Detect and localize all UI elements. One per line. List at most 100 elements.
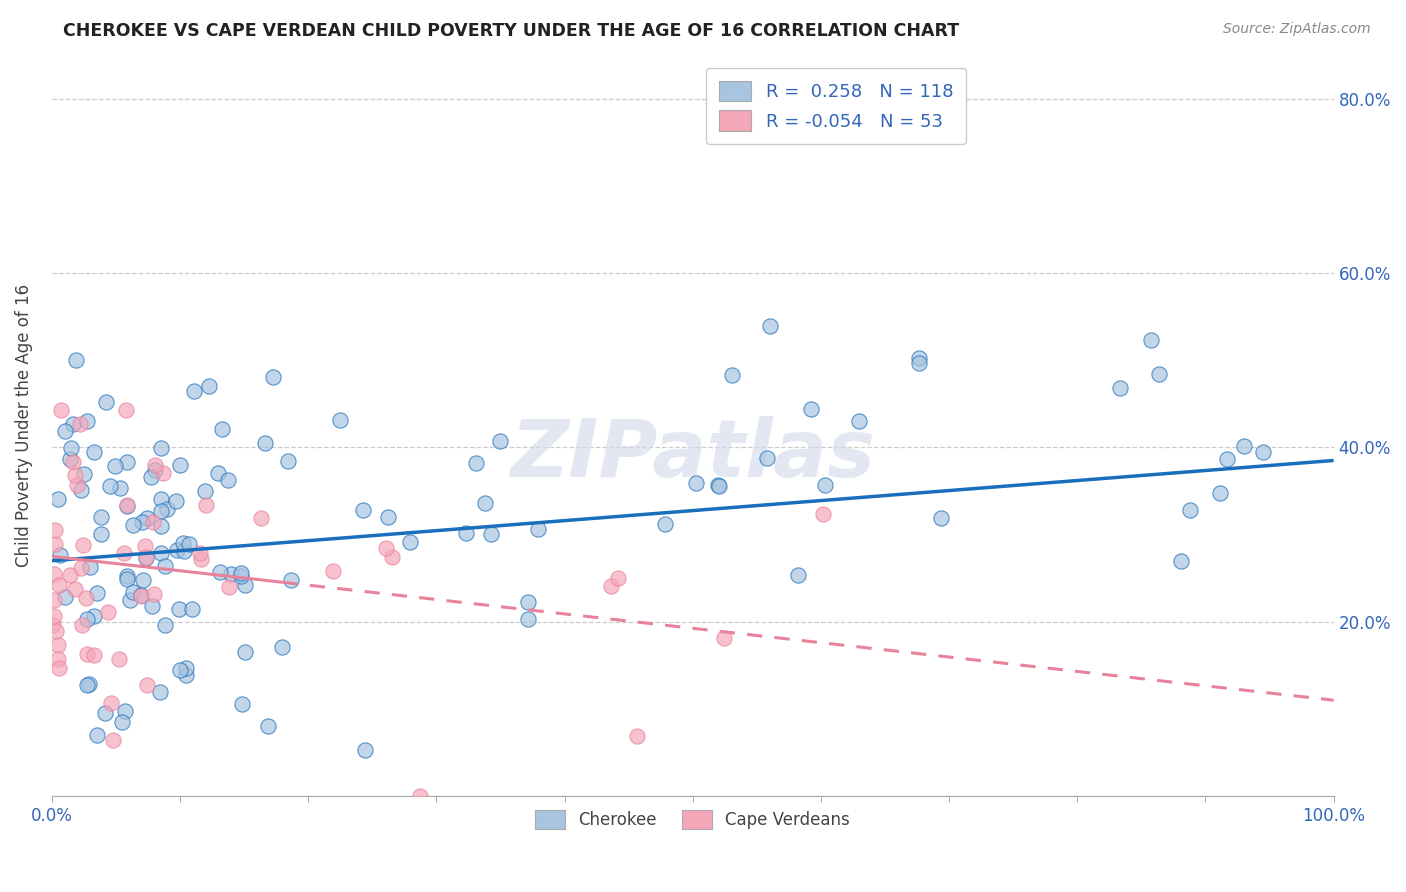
Point <box>1178 502 1201 516</box>
Point <box>72 537 94 551</box>
Point <box>1209 485 1232 500</box>
Point <box>169 601 191 615</box>
Point <box>409 789 432 803</box>
Point <box>49 402 72 417</box>
Point <box>114 704 136 718</box>
Text: Source: ZipAtlas.com: Source: ZipAtlas.com <box>1223 22 1371 37</box>
Point <box>685 476 707 491</box>
Point <box>44 537 66 551</box>
Point <box>786 567 808 582</box>
Point <box>120 593 142 607</box>
Point <box>190 552 212 566</box>
Point <box>46 652 69 666</box>
Point <box>62 417 84 431</box>
Point <box>908 356 931 370</box>
Point <box>100 696 122 710</box>
Point <box>814 478 837 492</box>
Point <box>93 706 115 720</box>
Point <box>353 743 375 757</box>
Point <box>194 483 217 498</box>
Point <box>134 540 156 554</box>
Point <box>86 586 108 600</box>
Point <box>1215 451 1237 466</box>
Point <box>908 351 931 365</box>
Point <box>86 728 108 742</box>
Point <box>73 467 96 481</box>
Point <box>136 511 159 525</box>
Point <box>65 353 87 368</box>
Point <box>516 612 538 626</box>
Point <box>454 526 477 541</box>
Point <box>108 652 131 666</box>
Point <box>149 684 172 698</box>
Point <box>44 593 66 607</box>
Point <box>131 515 153 529</box>
Point <box>173 543 195 558</box>
Point <box>756 451 779 466</box>
Y-axis label: Child Poverty Under the Age of 16: Child Poverty Under the Age of 16 <box>15 284 32 567</box>
Point <box>65 582 87 597</box>
Text: CHEROKEE VS CAPE VERDEAN CHILD POVERTY UNDER THE AGE OF 16 CORRELATION CHART: CHEROKEE VS CAPE VERDEAN CHILD POVERTY U… <box>63 22 959 40</box>
Point <box>231 566 253 581</box>
Point <box>153 558 176 573</box>
Point <box>626 729 648 743</box>
Point <box>1139 334 1161 348</box>
Point <box>169 663 191 677</box>
Point <box>46 492 69 507</box>
Point <box>211 422 233 436</box>
Point <box>111 714 134 729</box>
Point <box>709 479 731 493</box>
Point <box>59 451 82 466</box>
Point <box>250 510 273 524</box>
Point <box>197 379 219 393</box>
Point <box>135 549 157 564</box>
Point <box>1251 444 1274 458</box>
Point <box>398 535 420 549</box>
Point <box>136 678 159 692</box>
Point <box>150 504 173 518</box>
Point <box>381 549 404 564</box>
Point <box>42 618 65 632</box>
Point <box>156 501 179 516</box>
Point <box>129 588 152 602</box>
Point <box>150 491 173 506</box>
Point <box>322 564 344 578</box>
Point <box>76 678 98 692</box>
Point <box>65 478 87 492</box>
Point <box>70 483 93 497</box>
Point <box>165 494 187 508</box>
Point <box>44 608 66 623</box>
Point <box>231 697 253 711</box>
Point <box>112 546 135 560</box>
Point <box>121 517 143 532</box>
Point <box>257 719 280 733</box>
Point <box>96 395 118 409</box>
Point <box>53 591 76 605</box>
Point <box>488 434 510 448</box>
Point <box>209 565 232 579</box>
Point <box>474 495 496 509</box>
Point <box>60 442 83 456</box>
Point <box>79 560 101 574</box>
Point <box>83 445 105 459</box>
Point <box>141 599 163 614</box>
Point <box>219 566 242 581</box>
Point <box>104 458 127 473</box>
Point <box>280 574 302 588</box>
Point <box>129 590 152 604</box>
Point <box>152 466 174 480</box>
Point <box>169 458 191 472</box>
Point <box>195 499 218 513</box>
Point <box>188 546 211 560</box>
Point <box>98 479 121 493</box>
Point <box>145 458 167 473</box>
Point <box>142 587 165 601</box>
Point <box>76 612 98 626</box>
Point <box>76 647 98 661</box>
Point <box>721 368 744 383</box>
Point <box>139 470 162 484</box>
Point <box>75 591 97 606</box>
Point <box>800 401 823 416</box>
Point <box>44 523 66 537</box>
Point <box>90 510 112 524</box>
